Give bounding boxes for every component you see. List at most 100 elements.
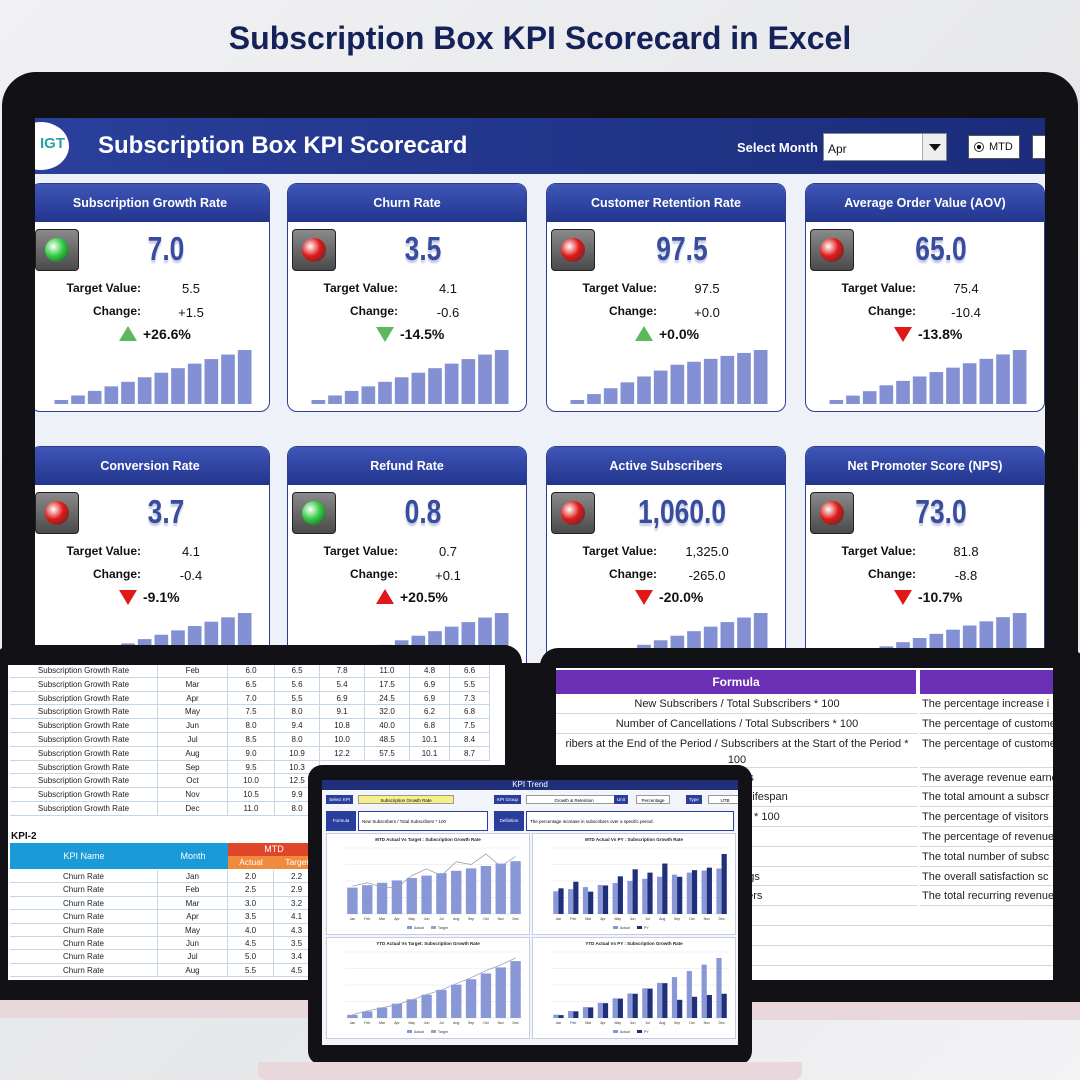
x-tick-label: Oct (689, 1021, 694, 1025)
field-label: Type (686, 795, 702, 804)
target-label: Target Value: (582, 544, 657, 558)
table-cell: 7.0 (228, 691, 275, 706)
target-value: 5.5 (181, 281, 201, 296)
definition-cell: The total amount a subscr (920, 787, 1053, 808)
trend-bar (154, 372, 169, 404)
sparkline (54, 350, 252, 404)
table-cell: 3.0 (228, 896, 274, 911)
table-cell: 5.6 (275, 677, 320, 692)
x-tick-label: Nov (498, 917, 504, 921)
laptop-middle-base (258, 1062, 802, 1080)
card-title: Net Promoter Score (NPS) (806, 447, 1044, 485)
definition-cell: The percentage of revenue (920, 827, 1053, 847)
change-label: Change: (350, 567, 398, 581)
table-cell: 5.5 (450, 677, 490, 692)
trend-title: KPI Trend (322, 780, 738, 790)
x-tick-label: Jan (556, 917, 562, 921)
trend-bar (703, 358, 718, 404)
table-cell: 7.5 (450, 719, 490, 733)
light-bulb (820, 501, 844, 525)
field-label: KPI Group (494, 795, 522, 804)
table-cell: Dec (158, 802, 228, 816)
card-title: Refund Rate (288, 447, 526, 485)
x-tick-label: Mar (585, 1021, 592, 1025)
bar (362, 885, 373, 914)
light-bulb (820, 238, 844, 262)
x-tick-label: Mar (379, 917, 386, 921)
bar (451, 984, 462, 1018)
table-cell: Apr (158, 910, 228, 924)
arrow-shape (635, 590, 653, 605)
trend-bar (996, 354, 1010, 404)
bar (480, 866, 492, 914)
table-cell: Churn Rate (10, 937, 158, 951)
table-cell: 9.0 (228, 746, 275, 761)
bar (612, 998, 618, 1018)
x-tick-label: Aug (453, 917, 459, 921)
arrow-shape (894, 327, 912, 342)
month-dropdown[interactable]: Apr (823, 133, 947, 161)
arrow-shape (894, 590, 912, 605)
arrow-icon (376, 327, 394, 342)
change-label: Change: (93, 304, 141, 318)
change-value: -8.8 (954, 568, 978, 583)
formula-header: Formula (556, 670, 918, 694)
trend-bar (411, 372, 426, 404)
bar (568, 1011, 574, 1018)
target-label: Target Value: (323, 281, 398, 295)
change-percent: +0.0% (659, 326, 700, 342)
trend-bar (753, 350, 768, 404)
definition-cell: The total number of subsc (920, 847, 1053, 867)
bar (642, 988, 648, 1018)
table-cell: Subscription Growth Rate (10, 733, 158, 747)
bar (627, 880, 633, 914)
bar (597, 885, 603, 914)
trend-bar (587, 394, 601, 404)
kpi-value: 0.8 (404, 493, 442, 530)
x-tick-label: Dec (512, 917, 518, 921)
trend-bar (378, 381, 392, 404)
x-tick-label: Nov (704, 917, 710, 921)
bar (406, 999, 417, 1018)
x-tick-label: May (408, 917, 415, 921)
bar (376, 1007, 388, 1018)
change-arrow (119, 326, 137, 342)
x-tick-label: Aug (453, 1021, 459, 1025)
bar (602, 885, 609, 914)
dashboard-title: Subscription Box KPI Scorecard (98, 132, 468, 159)
sparkline (829, 350, 1027, 404)
formula-cell: New Subscribers / Total Subscribers * 10… (556, 694, 918, 714)
table-cell: 6.0 (228, 665, 275, 678)
change-label: Change: (868, 304, 916, 318)
trend-bar (603, 388, 618, 404)
table-cell: 10.5 (228, 788, 275, 802)
trend-chart: YTD Actual Vs PY : Subscription Growth R… (532, 937, 736, 1039)
trend-bar (237, 350, 252, 404)
x-tick-label: Sep (674, 917, 680, 921)
definition-cell: The overall satisfaction sc (920, 867, 1053, 887)
x-tick-label: Mar (379, 1021, 386, 1025)
change-value: -0.6 (436, 305, 460, 320)
table-cell: 6.9 (320, 691, 365, 706)
kpi-card: Refund Rate 0.8 Target Value: 0.7 Change: +0.… (287, 446, 527, 663)
mode-radio[interactable]: MTD (968, 135, 1020, 159)
chart-title: MTD Actual Vs Target : Subscription Grow… (375, 837, 481, 842)
x-tick-label: Nov (704, 1021, 710, 1025)
trend-bar (137, 377, 152, 404)
radio-ytd[interactable] (1032, 135, 1045, 159)
sparkline (570, 350, 768, 404)
line (352, 957, 516, 1016)
x-tick-label: Sep (468, 917, 474, 921)
table-cell: Jul (158, 733, 228, 747)
bar (677, 999, 683, 1018)
table-cell: 9.5 (228, 760, 275, 775)
x-tick-label: Jul (645, 1021, 650, 1025)
change-arrow (376, 326, 394, 342)
change-percent: -13.8% (918, 326, 963, 342)
x-tick-label: Jun (630, 1021, 636, 1025)
bar (347, 887, 358, 914)
bar (582, 887, 589, 914)
formula-text: New Subscribers / Total Subscribers * 10… (358, 811, 488, 831)
x-tick-label: Feb (570, 1021, 576, 1025)
status-light (292, 492, 336, 534)
